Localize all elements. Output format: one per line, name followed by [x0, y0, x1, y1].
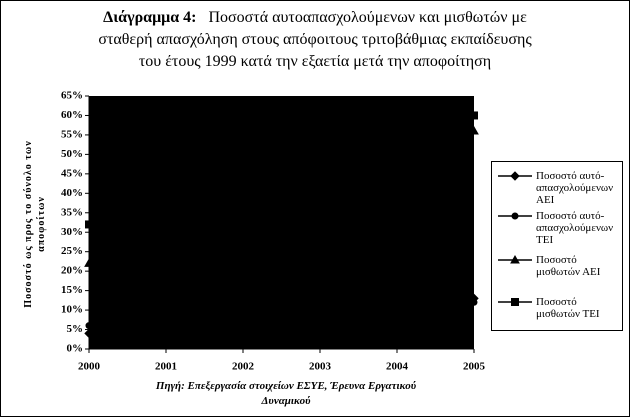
title-line: Ποσοστά αυτοαπασχολούμενων και μισθωτών … — [208, 9, 527, 26]
x-tick-label: 2004 — [386, 361, 409, 373]
legend-label: Ποσοστό αυτό-απασχολούμενων ΑΕΙ — [536, 170, 614, 206]
y-tick-label: 65% — [61, 90, 83, 102]
data-point — [315, 164, 325, 174]
y-tick-label: 30% — [61, 226, 83, 238]
legend-symbols — [498, 171, 532, 306]
legend-marker — [510, 171, 520, 181]
data-point — [84, 328, 94, 339]
data-point — [470, 298, 478, 306]
data-point — [393, 119, 401, 128]
legend: Ποσοστό αυτό-απασχολούμενων ΑΕΙ Ποσοστό α… — [491, 161, 623, 331]
title-line: σταθερή απασχόληση στους απόφοιτους τριτ… — [98, 31, 532, 48]
legend-marker — [511, 298, 519, 306]
data-point — [470, 111, 478, 120]
title-line: του έτους 1999 κατά την εξαετία μετά την… — [138, 53, 492, 70]
plot-area — [89, 96, 474, 349]
data-point — [238, 188, 248, 197]
y-tick-label: 10% — [61, 304, 83, 316]
data-point — [316, 310, 324, 318]
y-tick-label: 45% — [61, 167, 83, 179]
legend-marker — [511, 212, 519, 220]
data-point — [392, 141, 402, 151]
legend-label: Ποσοστό μισθωτών ΤΕΙ — [536, 296, 600, 320]
chart-title: Διάγραμμα 4: Ποσοστά αυτοαπασχολούμενων κ… — [1, 7, 629, 73]
series-line — [88, 114, 475, 226]
x-tick-label: 2001 — [155, 361, 177, 373]
x-tick-label: 2002 — [232, 361, 255, 373]
data-point — [162, 318, 170, 326]
data-point — [239, 314, 247, 322]
y-tick-label: 55% — [61, 128, 83, 140]
y-tick-label: 60% — [61, 109, 83, 121]
data-point — [162, 181, 170, 190]
data-point — [393, 306, 401, 314]
x-tick-label: 2000 — [78, 361, 101, 373]
data-point — [85, 220, 93, 229]
data-point — [239, 150, 247, 159]
y-tick-label: 50% — [61, 148, 83, 160]
legend-label: Ποσοστό μισθωτών ΑΕΙ — [536, 254, 601, 278]
legend-marker — [510, 254, 520, 264]
legend-label: Ποσοστό αυτό-απασχολούμενων ΤΕΙ — [536, 210, 614, 246]
title-text: Ποσοστά αυτοαπασχολούμενων και μισθωτών … — [98, 9, 531, 70]
source-note: Πηγή: Επεξεργασία στοιχείων ΕΣΥΕ, Έρευνα… — [155, 380, 417, 407]
data-point — [161, 219, 171, 228]
y-tick-label: 15% — [61, 284, 83, 296]
y-tick-label: 25% — [61, 245, 83, 257]
data-point — [85, 322, 93, 330]
y-tick-label: 0% — [67, 343, 84, 355]
series-line — [88, 301, 475, 327]
title-label: Διάγραμμα 4: — [103, 9, 197, 26]
y-tick-label: 5% — [67, 323, 84, 335]
y-tick-label: 40% — [61, 187, 83, 199]
data-point — [84, 258, 94, 267]
series-line — [88, 130, 475, 265]
x-tick-label: 2005 — [463, 361, 486, 373]
y-tick-label: 20% — [61, 265, 83, 277]
y-axis-label: Ποσοστό ως προς το σύνολο των αποφοίτων — [23, 140, 47, 308]
x-tick-label: 2003 — [309, 361, 332, 373]
y-tick-label: 35% — [61, 206, 83, 218]
data-point — [469, 126, 479, 135]
data-point — [316, 130, 324, 139]
